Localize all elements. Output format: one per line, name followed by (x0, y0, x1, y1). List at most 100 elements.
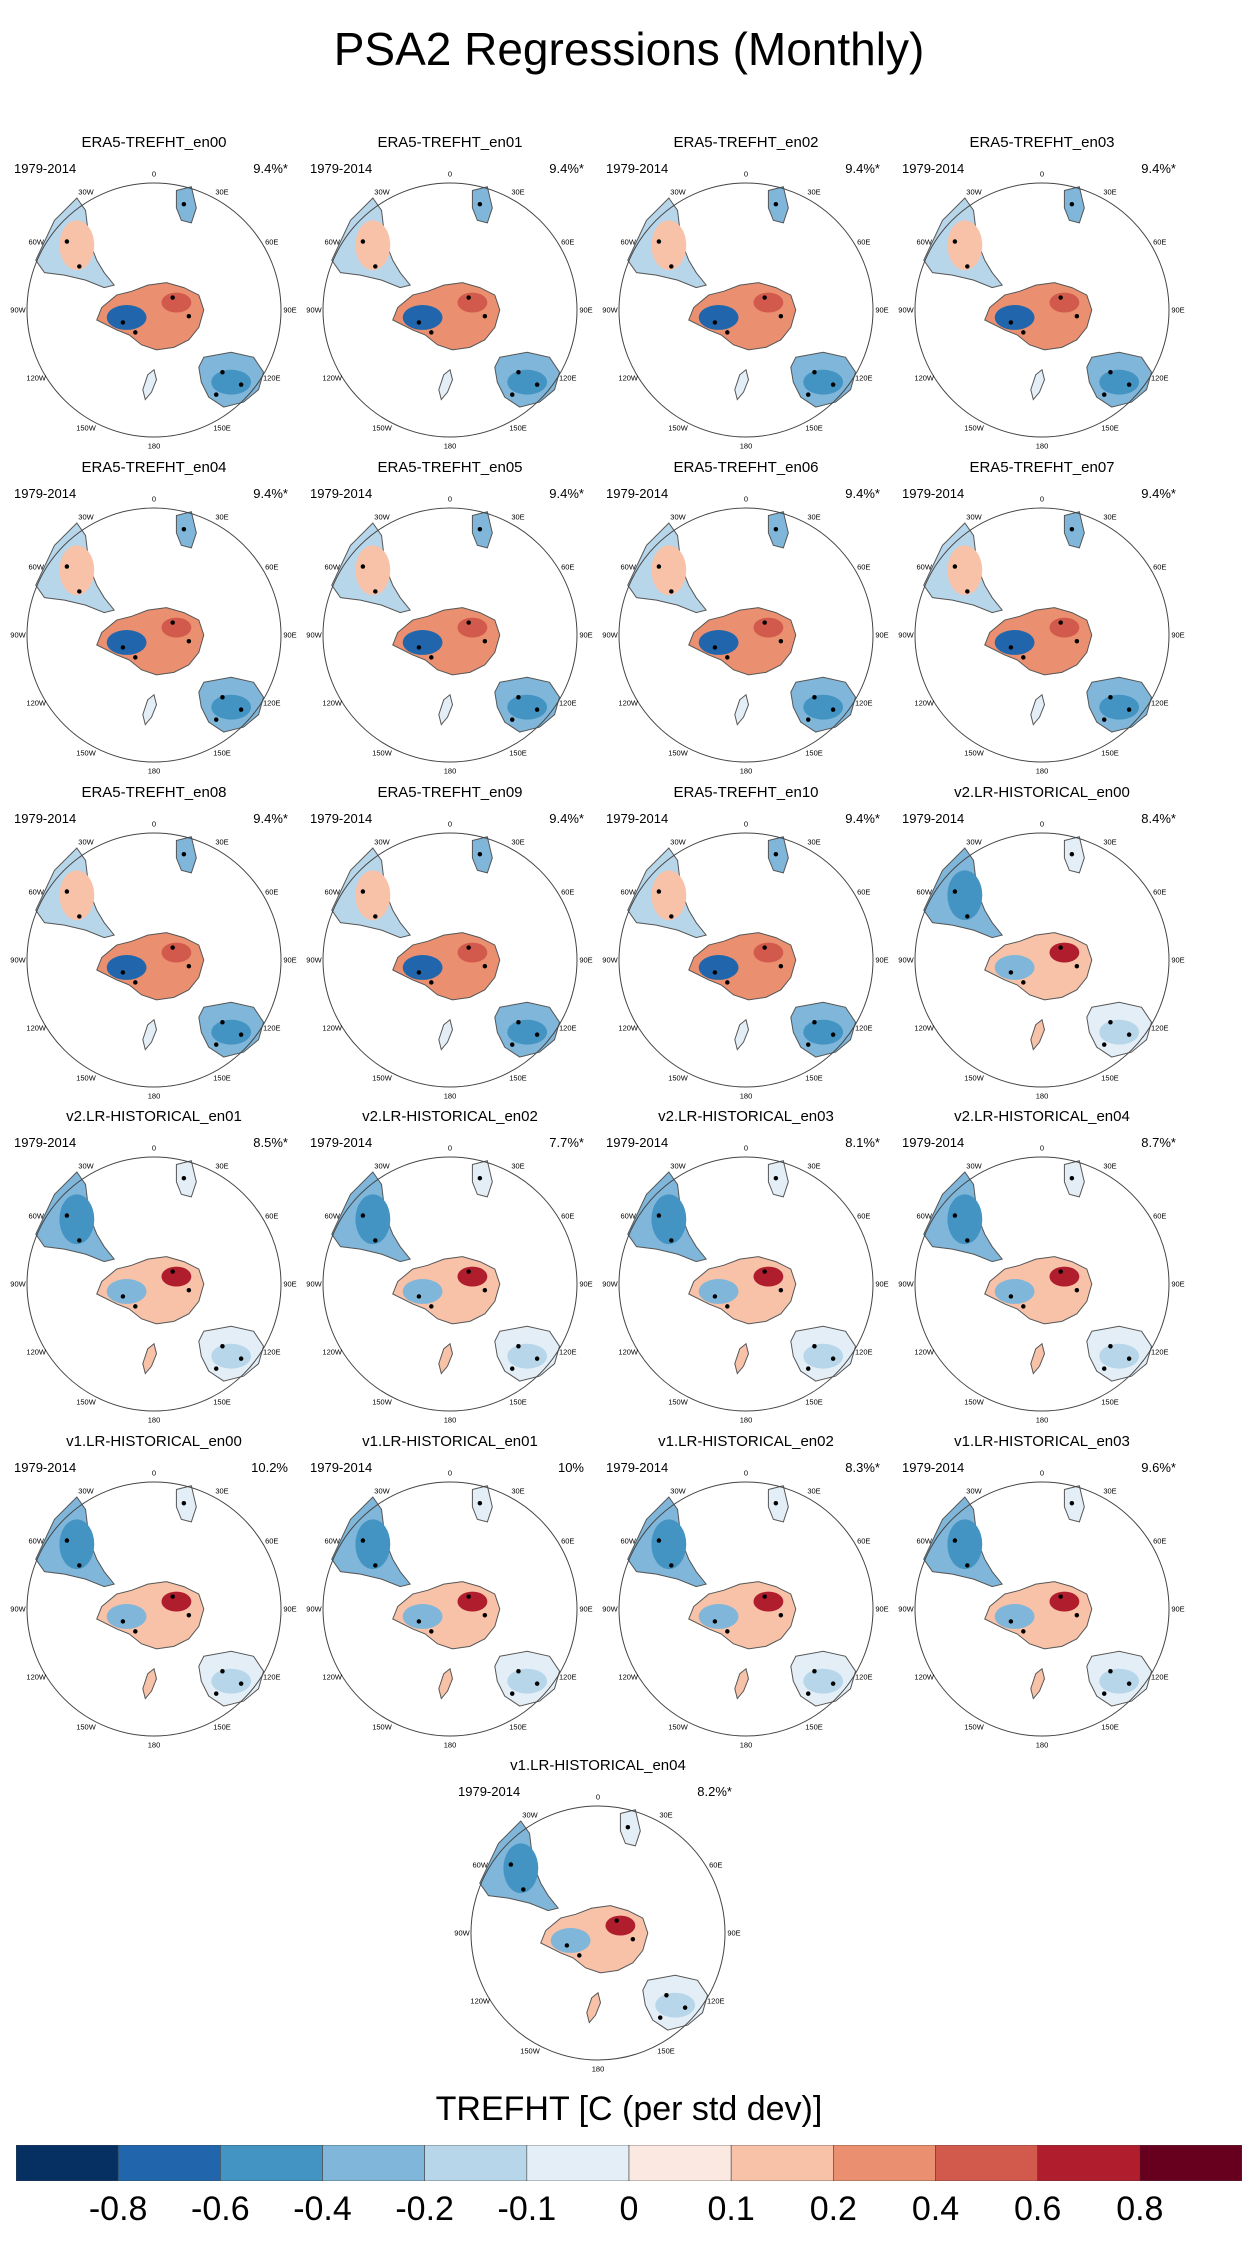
panel-title: v2.LR-HISTORICAL_en02 (362, 1108, 538, 1125)
significance-dot (965, 1563, 970, 1568)
significance-dot (1126, 1356, 1132, 1361)
longitude-label: 60E (561, 1536, 575, 1546)
polar-map (914, 1156, 1170, 1412)
map-boundary (914, 1156, 1170, 1412)
panel-title: v2.LR-HISTORICAL_en01 (66, 1108, 242, 1125)
panel-period: 1979-2014 (310, 1135, 373, 1150)
west-antarctica-anomaly (402, 1279, 443, 1304)
significance-dot (1058, 1594, 1063, 1599)
map-boundary (618, 1481, 874, 1737)
longitude-label: 60E (1153, 887, 1167, 897)
longitude-label: 90E (875, 1604, 889, 1614)
significance-dot (429, 655, 434, 660)
significance-dot (1008, 970, 1014, 975)
africa-region (1063, 1160, 1085, 1198)
longitude-label: 60W (28, 887, 44, 897)
significance-dot (1058, 620, 1063, 625)
colorbar-tick-label: 0 (619, 2190, 639, 2228)
significance-dot (64, 239, 70, 244)
significance-dot (564, 1943, 570, 1948)
panel-variance: 9.4%* (253, 161, 288, 176)
longitude-label: 90W (898, 955, 914, 965)
west-antarctica-anomaly (698, 630, 739, 655)
panel-period: 1979-2014 (606, 811, 669, 826)
east-antarctica-anomaly (161, 292, 192, 313)
longitude-label: 60W (324, 237, 340, 247)
panel-title: ERA5-TREFHT_en05 (377, 459, 523, 476)
significance-dot (373, 589, 378, 594)
significance-dot (373, 914, 378, 919)
longitude-label: 60E (709, 1860, 723, 1870)
west-antarctica-anomaly (698, 1279, 739, 1304)
samerica-anomaly (947, 545, 983, 596)
longitude-label: 60W (916, 1211, 932, 1221)
significance-dot (360, 564, 366, 569)
significance-dot (812, 1019, 817, 1025)
significance-dot (805, 1042, 811, 1047)
longitude-label: 120E (1151, 1672, 1169, 1682)
significance-dot (416, 320, 422, 325)
longitude-label: 90E (1171, 630, 1185, 640)
significance-dot (1101, 392, 1107, 397)
longitude-label: 90W (602, 1279, 618, 1289)
longitude-label: 0 (1039, 1143, 1045, 1153)
colorbar-swatch (1037, 2145, 1141, 2181)
africa-region (175, 186, 197, 224)
africa-region (175, 1160, 197, 1198)
longitude-label: 180 (739, 1740, 753, 1750)
longitude-label: 120W (618, 698, 639, 708)
nz-region (734, 1018, 750, 1051)
panel-title: ERA5-TREFHT_en04 (81, 459, 227, 476)
significance-dot (778, 963, 784, 969)
longitude-label: 30E (807, 187, 821, 197)
significance-dot (373, 1238, 378, 1243)
west-antarctica-anomaly (402, 1604, 443, 1629)
australia-anomaly (655, 1992, 696, 2018)
west-antarctica-anomaly (550, 1928, 591, 1953)
longitude-label: 90W (602, 305, 618, 315)
longitude-label: 60W (620, 237, 636, 247)
significance-dot (77, 589, 82, 594)
colorbar-tick-label: -0.2 (395, 2190, 454, 2228)
polar-map (26, 1481, 282, 1737)
australia-anomaly (507, 694, 548, 720)
longitude-label: 60W (28, 1211, 44, 1221)
polar-map (914, 832, 1170, 1088)
significance-dot (1074, 1287, 1080, 1293)
longitude-label: 30W (374, 1161, 390, 1171)
longitude-label: 90W (306, 1279, 322, 1289)
colorbar-swatch (1139, 2145, 1242, 2181)
panel-period: 1979-2014 (902, 1135, 965, 1150)
samerica-anomaly (947, 870, 983, 921)
longitude-label: 60E (265, 1536, 279, 1546)
longitude-label: 90W (306, 630, 322, 640)
longitude-label: 30E (511, 1161, 525, 1171)
significance-dot (482, 638, 488, 644)
polar-map (618, 182, 874, 438)
panel-variance: 9.4%* (1141, 486, 1176, 501)
west-antarctica-anomaly (106, 630, 147, 655)
significance-dot (762, 620, 767, 625)
significance-dot (360, 239, 366, 244)
longitude-label: 30E (807, 512, 821, 522)
longitude-label: 120W (26, 1672, 47, 1682)
panel-variance: 8.1%* (845, 1135, 880, 1150)
significance-dot (509, 1691, 515, 1696)
longitude-label: 90W (898, 1604, 914, 1614)
longitude-label: 30E (1103, 1161, 1117, 1171)
significance-dot (1074, 638, 1080, 644)
longitude-label: 120W (322, 373, 343, 383)
longitude-label: 60W (472, 1860, 488, 1870)
significance-dot (952, 1213, 958, 1218)
longitude-label: 120W (914, 1023, 935, 1033)
east-antarctica-anomaly (161, 617, 192, 638)
longitude-label: 90E (283, 1279, 297, 1289)
significance-dot (952, 239, 958, 244)
significance-dot (509, 1366, 515, 1371)
longitude-label: 90W (898, 305, 914, 315)
east-antarctica-anomaly (1049, 1591, 1080, 1612)
longitude-label: 120E (559, 1023, 577, 1033)
significance-dot (830, 1681, 836, 1686)
significance-dot (120, 645, 126, 650)
longitude-label: 90E (875, 305, 889, 315)
